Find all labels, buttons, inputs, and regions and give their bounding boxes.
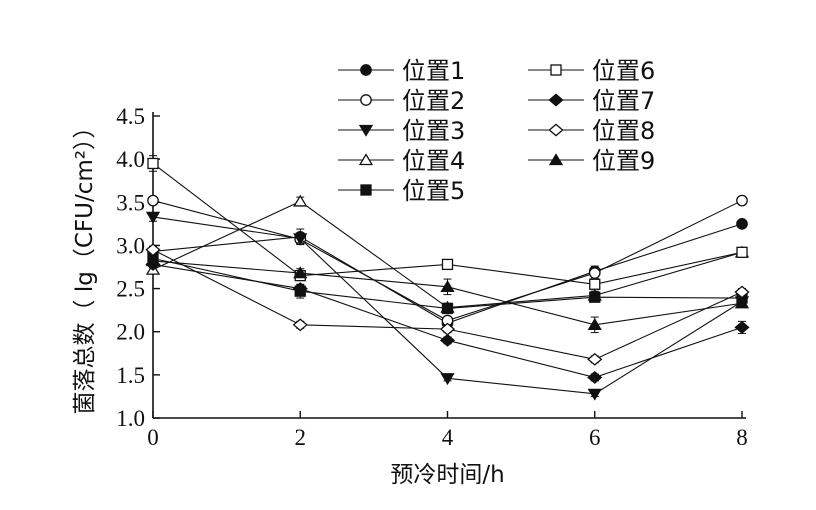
- data-point: [441, 302, 454, 315]
- legend-label: 位置3: [402, 117, 465, 145]
- x-tick-label: 4: [442, 425, 454, 450]
- data-point: [147, 194, 159, 207]
- legend-marker: [360, 184, 372, 196]
- data-point: [588, 267, 601, 279]
- y-tick-label: 1.5: [116, 363, 145, 388]
- series-3: [145, 211, 750, 401]
- y-tick-label: 2.0: [116, 320, 145, 345]
- legend-marker: [550, 64, 562, 76]
- x-axis-title: 预冷时间/h: [390, 462, 504, 488]
- legend-label: 位置1: [402, 57, 465, 85]
- legend-marker: [548, 153, 564, 166]
- data-point: [147, 157, 159, 170]
- legend-item: 位置5: [338, 177, 465, 205]
- legend-item: 位置1: [338, 57, 465, 85]
- legend-label: 位置7: [592, 87, 655, 115]
- data-point: [736, 194, 748, 207]
- x-axis-ticks: 0 2 4 6 8: [147, 411, 748, 450]
- data-point: [589, 278, 601, 290]
- x-tick-label: 2: [295, 425, 307, 450]
- y-tick-label: 3.5: [116, 190, 145, 215]
- legend-label: 位置4: [402, 147, 465, 175]
- legend-marker: [360, 94, 372, 106]
- legend-item: 位置9: [528, 147, 655, 175]
- legend-item: 位置6: [528, 57, 655, 85]
- data-point: [292, 282, 308, 296]
- y-tick-label: 3.0: [116, 233, 145, 258]
- legend-marker: [548, 93, 564, 107]
- data-point: [293, 194, 308, 207]
- legend-item: 位置3: [338, 117, 465, 145]
- y-axis-title: 菌落总数（ lg（CFU/cm²））: [72, 116, 98, 415]
- legend-label: 位置5: [402, 177, 465, 205]
- legend-label: 位置2: [402, 87, 465, 115]
- data-point: [736, 218, 748, 230]
- x-tick-label: 0: [147, 425, 159, 450]
- y-tick-label: 1.0: [116, 406, 145, 431]
- legend-marker: [358, 124, 374, 137]
- x-tick-label: 8: [736, 425, 748, 450]
- x-tick-label: 6: [589, 425, 601, 450]
- legend-marker: [358, 153, 374, 166]
- data-point: [440, 280, 455, 292]
- data-point: [587, 318, 602, 330]
- data-point: [587, 388, 602, 401]
- y-tick-label: 4.0: [116, 147, 145, 172]
- series-7: [145, 257, 750, 384]
- legend-item: 位置4: [338, 147, 465, 175]
- legend-item: 位置2: [338, 87, 465, 115]
- series-8: [145, 243, 750, 366]
- legend-item: 位置7: [528, 87, 655, 115]
- y-tick-label: 4.5: [116, 104, 145, 129]
- data-point: [589, 291, 601, 303]
- data-point: [293, 233, 308, 246]
- data-point: [145, 211, 161, 224]
- data-point: [145, 254, 161, 267]
- legend-marker: [548, 123, 564, 137]
- legend-label: 位置6: [592, 57, 655, 85]
- data-point: [292, 318, 308, 332]
- y-tick-label: 2.5: [116, 277, 145, 302]
- data-point: [440, 373, 455, 386]
- series-layer: [145, 155, 750, 401]
- series-9: [145, 254, 750, 334]
- data-point: [734, 320, 750, 334]
- data-point: [587, 352, 603, 366]
- data-point: [293, 266, 308, 279]
- legend-item: 位置8: [528, 117, 655, 145]
- data-point: [441, 258, 454, 271]
- data-point: [736, 246, 748, 258]
- legend-marker: [360, 64, 372, 76]
- data-point: [439, 333, 456, 347]
- legend-label: 位置9: [592, 147, 655, 175]
- data-point: [439, 322, 456, 336]
- data-point: [587, 370, 603, 384]
- data-point: [734, 296, 750, 309]
- legend-label: 位置8: [592, 117, 655, 145]
